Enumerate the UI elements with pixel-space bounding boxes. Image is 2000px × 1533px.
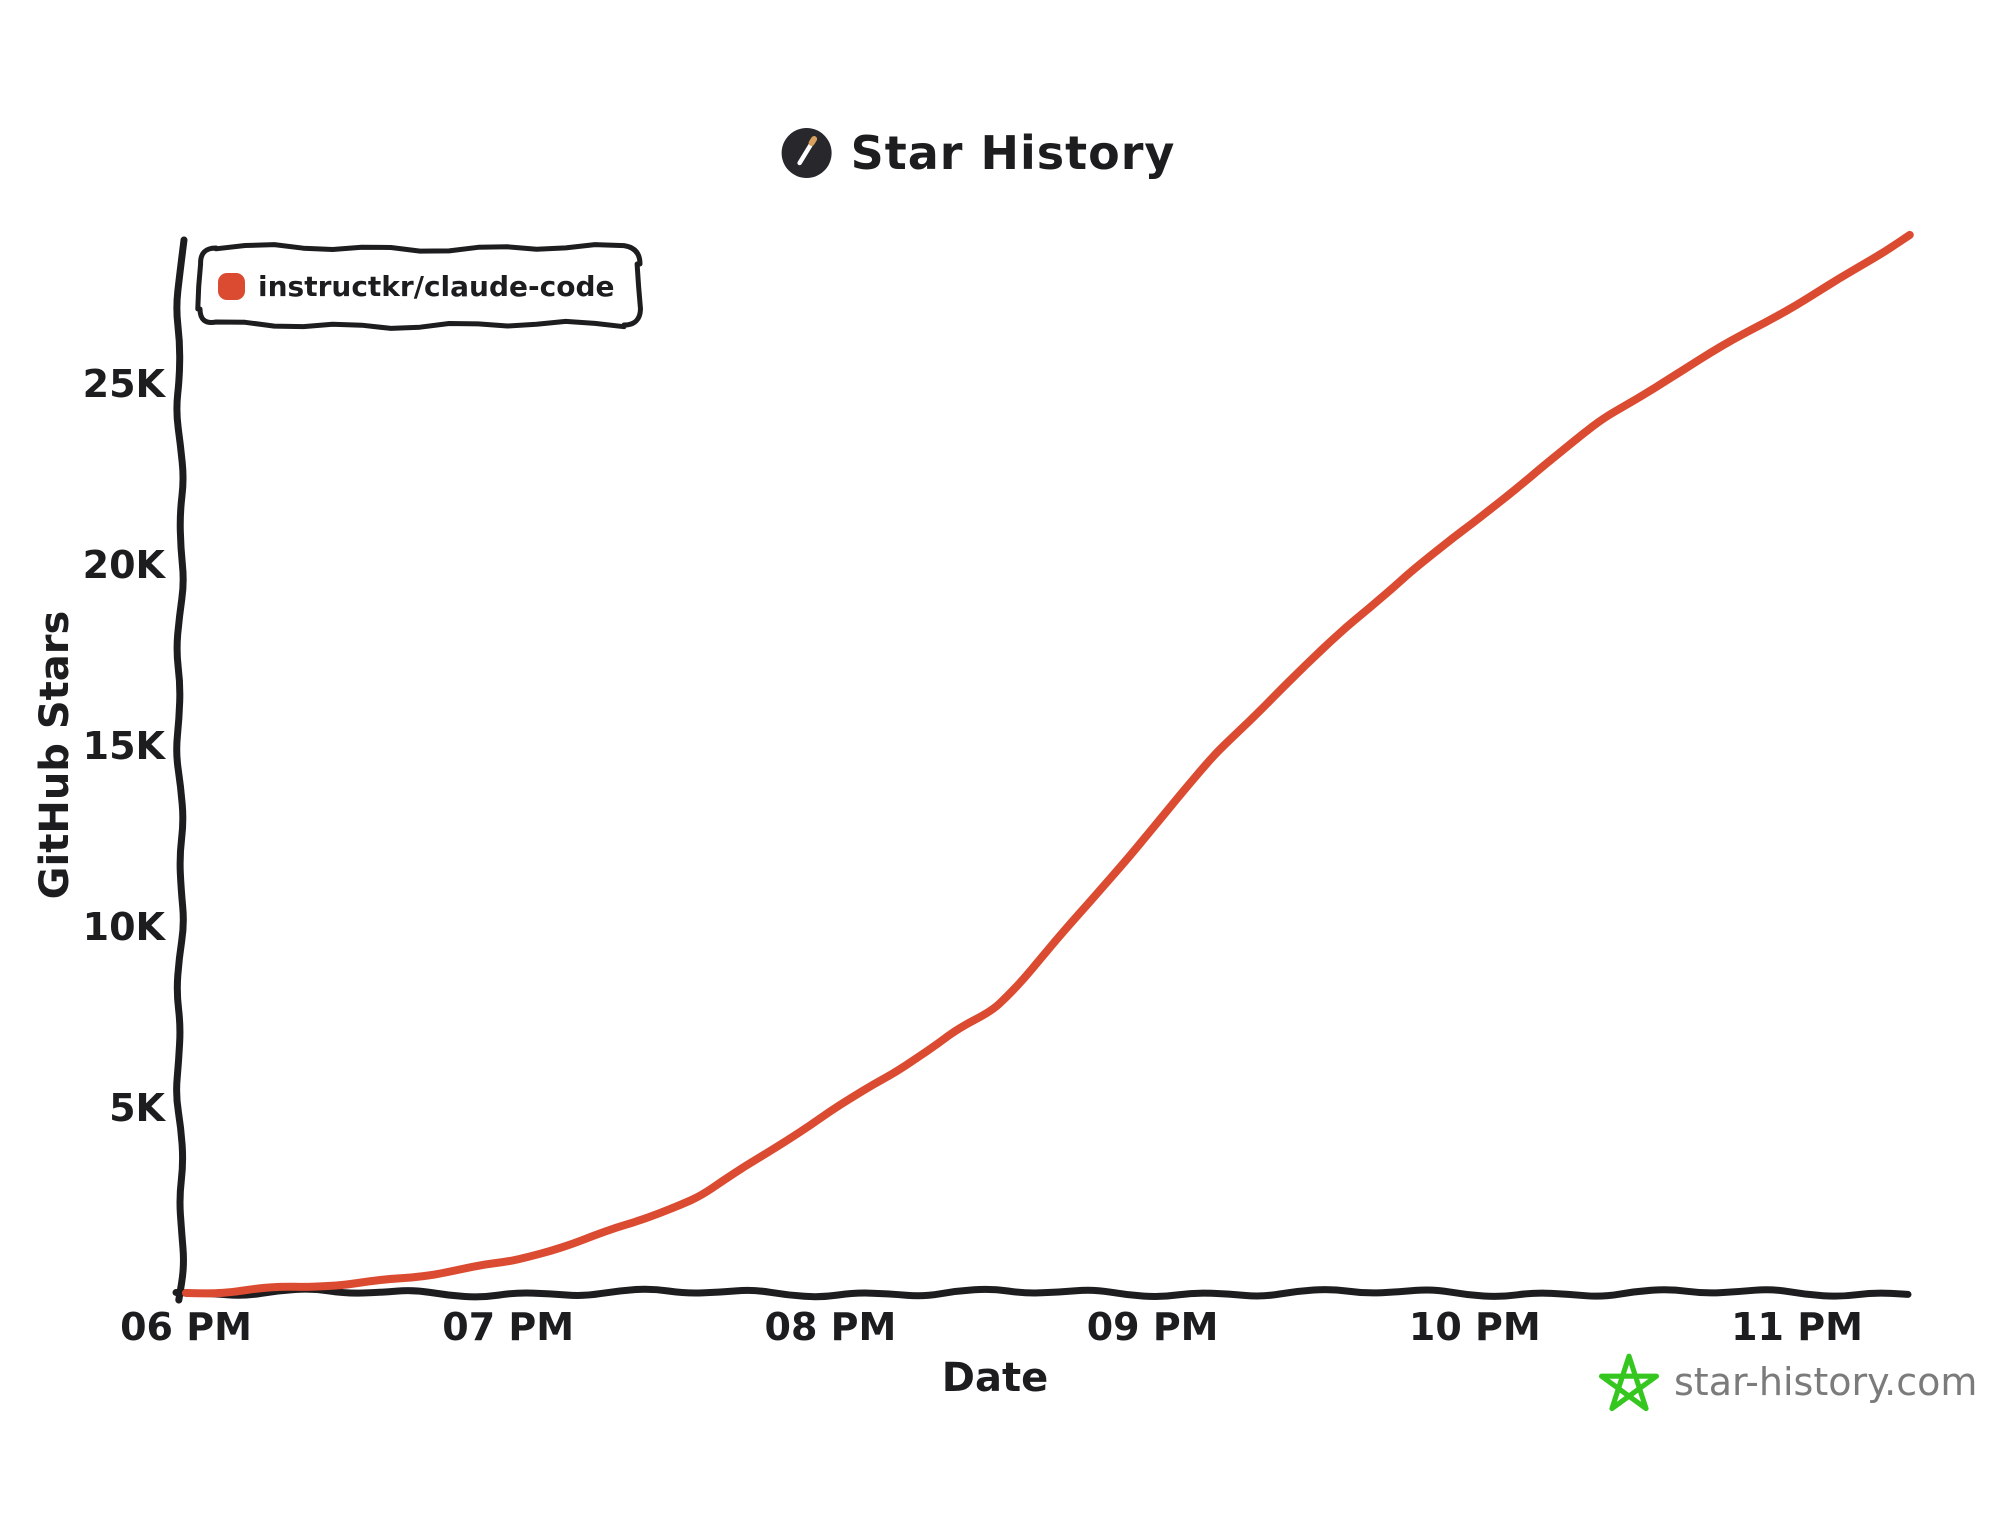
y-axis-line — [173, 236, 188, 1304]
x-tick-label: 09 PM — [1086, 1305, 1219, 1349]
y-tick-label: 10K — [82, 905, 165, 949]
x-tick-label: 11 PM — [1731, 1305, 1863, 1349]
y-tick-label: 20K — [82, 543, 165, 587]
y-tick-label: 15K — [82, 724, 165, 768]
x-axis-line — [172, 1285, 1912, 1301]
x-axis-title: Date — [941, 1355, 1049, 1401]
x-tick-label: 06 PM — [120, 1305, 252, 1349]
series-curve-instructkr-claude-code — [182, 230, 1914, 1298]
star-icon — [1598, 1353, 1660, 1412]
x-tick-label: 10 PM — [1408, 1305, 1541, 1349]
y-tick-label: 5K — [109, 1086, 165, 1130]
legend-item: instructkr/claude-code — [200, 248, 640, 325]
legend-swatch — [218, 273, 245, 300]
watermark-text: star-history.com — [1674, 1360, 1978, 1404]
page-title: Star History — [850, 126, 1176, 180]
chart-header: Star History — [781, 126, 1176, 180]
legend-border — [195, 242, 643, 331]
watermark-link[interactable]: star-history.com — [1598, 1350, 1977, 1414]
x-tick-label: 08 PM — [764, 1305, 897, 1349]
legend-label: instructkr/claude-code — [258, 270, 615, 303]
y-tick-label: 25K — [82, 362, 165, 406]
x-tick-label: 07 PM — [442, 1305, 575, 1349]
star-history-logo-icon — [781, 128, 832, 178]
